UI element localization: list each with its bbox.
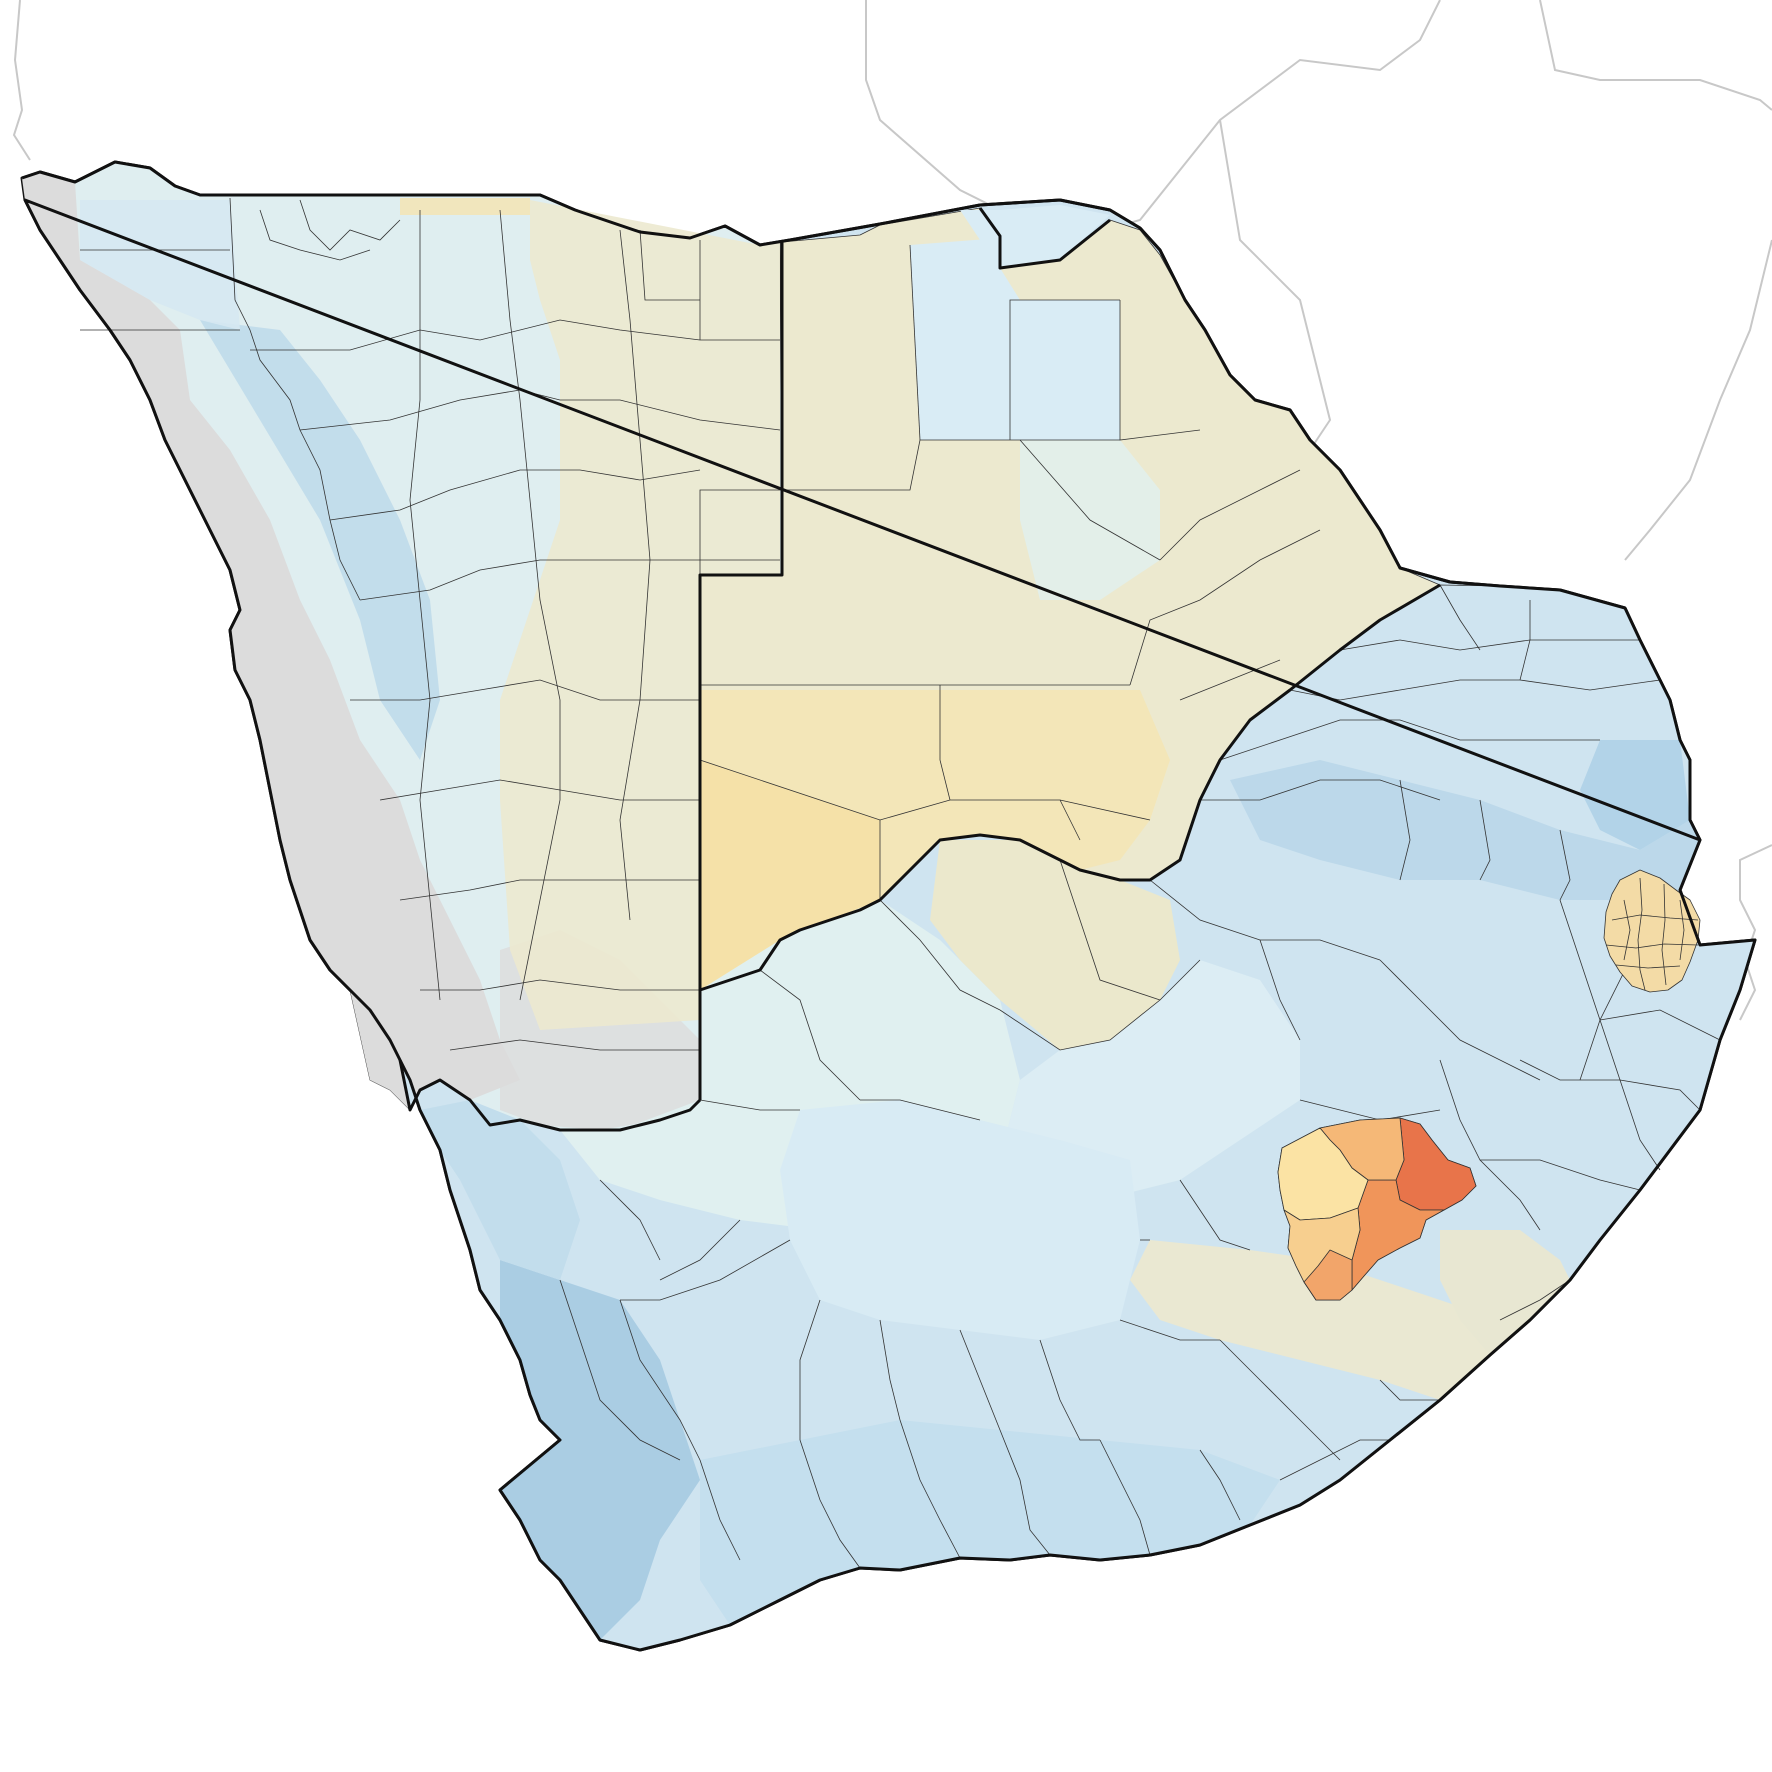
botswana-southwest-warmest bbox=[700, 760, 880, 990]
botswana-district-borders bbox=[699, 244, 1321, 900]
border-namibia-south-africa bbox=[398, 1059, 702, 1132]
coastline bbox=[21, 160, 1757, 1652]
sa-free-state-cool bbox=[1000, 960, 1300, 1200]
neighbor-border-zambia bbox=[865, 0, 1441, 247]
namibia-coastal-no-data bbox=[22, 172, 520, 1110]
sa-north-west-warm bbox=[930, 840, 1180, 1050]
sa-kzn-south-warm bbox=[1440, 1230, 1570, 1355]
border-botswana-south-africa bbox=[699, 583, 1441, 992]
sa-district-borders bbox=[559, 584, 1721, 1569]
neighbor-border-angola bbox=[12, 0, 31, 161]
neighbor-border-mozambique-coast bbox=[1624, 239, 1772, 561]
eswatini-district-borders bbox=[1605, 877, 1699, 991]
sa-western-cape-lowest bbox=[500, 1260, 700, 1640]
namibia-interior-low bbox=[200, 320, 440, 760]
botswana-northwest-cool bbox=[910, 238, 1120, 440]
sa-west-coast-lower bbox=[420, 1100, 580, 1280]
border-botswana-zimbabwe bbox=[978, 207, 1111, 270]
botswana-north-strip-cool bbox=[960, 205, 1110, 268]
neighbor-border-mozambique-south bbox=[1739, 844, 1772, 1021]
country-eswatini bbox=[1603, 869, 1701, 993]
sa-highveld-lower bbox=[1230, 760, 1700, 900]
border-namibia-botswana bbox=[698, 242, 784, 1100]
national-borders bbox=[398, 207, 1702, 1132]
namibia-district-borders bbox=[80, 197, 781, 1051]
border-south-africa-mozambique bbox=[1623, 607, 1702, 841]
sa-central-karoo-cool bbox=[780, 1100, 1140, 1340]
sa-mpumalanga-low bbox=[1580, 740, 1690, 850]
eswatini-outline bbox=[1603, 869, 1701, 993]
neighbor-border-mozambique-east bbox=[1539, 0, 1772, 111]
lesotho-district-south bbox=[1303, 1249, 1353, 1301]
namibia-caprivi-warm bbox=[400, 198, 530, 215]
namibia-north-low bbox=[80, 200, 240, 330]
sa-eastern-cape-warm bbox=[1130, 1240, 1500, 1400]
country-lesotho bbox=[1277, 1117, 1477, 1301]
sa-southern-cape-lower bbox=[700, 1420, 1280, 1625]
